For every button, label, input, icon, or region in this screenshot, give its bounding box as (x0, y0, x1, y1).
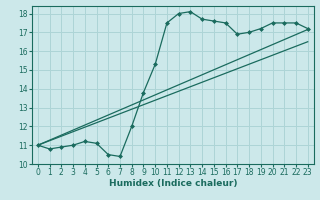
X-axis label: Humidex (Indice chaleur): Humidex (Indice chaleur) (108, 179, 237, 188)
